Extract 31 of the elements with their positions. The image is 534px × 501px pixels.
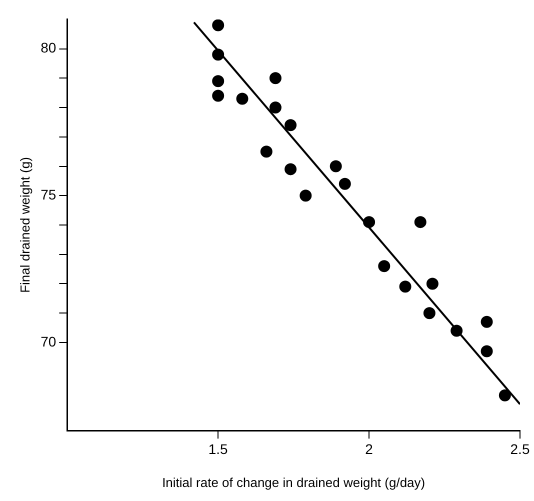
point [330,160,342,172]
y-tick-label: 80 [40,40,56,56]
point [212,48,224,61]
point [480,345,493,358]
point [212,19,224,32]
point [450,324,463,337]
point [378,260,390,272]
x-axis-title: Initial rate of change in drained weight (g/day) [162,474,426,490]
point [284,163,297,176]
point [363,216,376,228]
x-tick-label: 2 [365,440,374,457]
x-tick-label: 2.5 [510,440,530,457]
point [300,190,312,202]
point [498,389,511,402]
point [269,102,282,114]
point [212,75,224,88]
point [423,307,436,320]
point [284,119,297,132]
point [338,178,351,190]
point [236,92,248,105]
y-axis-title: Final drained weight (g) [17,157,32,293]
point [212,90,224,102]
point [426,278,438,290]
point [399,280,412,293]
point [480,316,493,328]
point [260,146,272,158]
x-tick-label: 1.5 [208,440,228,457]
y-tick-label: 75 [40,186,56,202]
point [414,216,426,228]
y-tick-label: 70 [40,333,56,350]
point [269,72,282,84]
